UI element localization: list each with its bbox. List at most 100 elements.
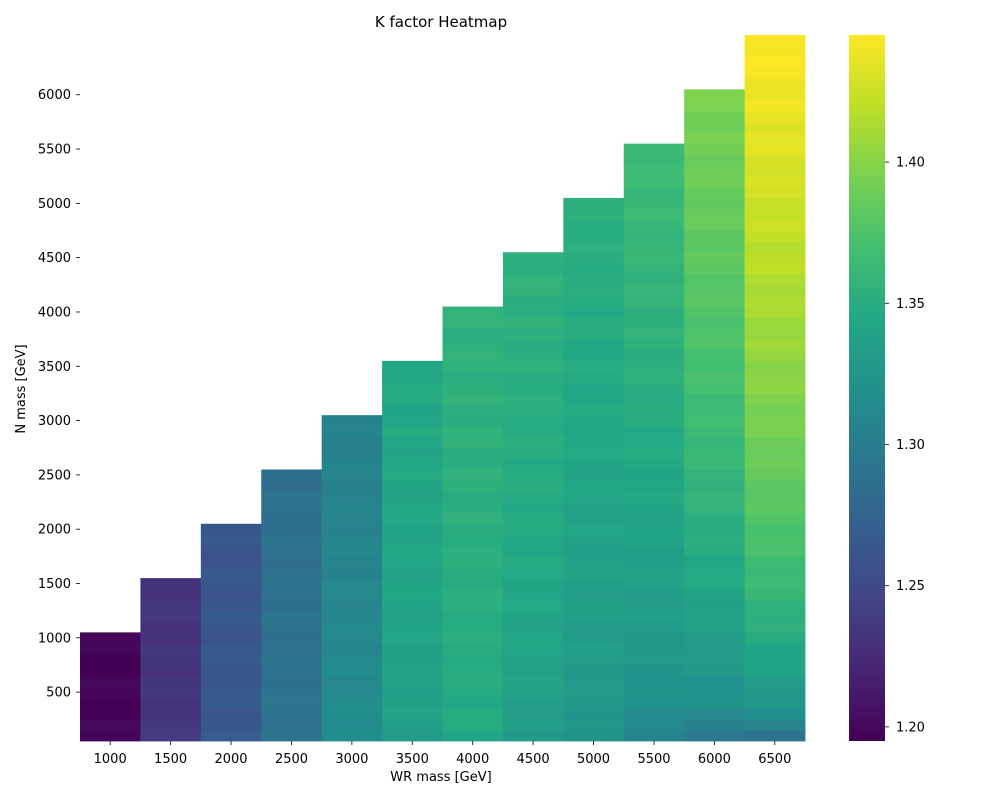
heatmap-cell <box>261 523 323 536</box>
heatmap-cell <box>442 621 504 633</box>
heatmap-cell <box>321 632 383 644</box>
heatmap-cell <box>684 273 745 286</box>
heatmap-cell <box>744 89 806 101</box>
heatmap-cell <box>744 491 806 503</box>
heatmap-cell <box>563 534 625 546</box>
heatmap-cell <box>261 730 323 742</box>
heatmap-cell <box>684 588 745 601</box>
heatmap-cell <box>200 708 262 720</box>
heatmap-cell <box>140 730 202 742</box>
heatmap-cell <box>382 588 443 601</box>
heatmap-cell <box>744 219 806 231</box>
heatmap-cell <box>442 675 504 688</box>
heatmap-cell <box>80 719 141 731</box>
heatmap-cell <box>442 632 504 644</box>
heatmap-cell <box>684 567 745 579</box>
x-tick-label: 5000 <box>577 752 610 767</box>
heatmap-cell <box>684 197 745 210</box>
heatmap-cell <box>261 502 323 514</box>
heatmap-cell <box>502 295 564 307</box>
heatmap-cell <box>200 719 262 731</box>
heatmap-cell <box>744 404 806 416</box>
x-axis: 1000 1500 2000 2500 3000 3500 4000 4500 5000 5500… <box>94 741 791 767</box>
heatmap-cell <box>261 567 323 579</box>
y-tick-label: 3000 <box>38 414 71 429</box>
heatmap-cell <box>502 252 564 264</box>
heatmap-cell <box>563 339 625 351</box>
heatmap-cell <box>623 632 685 644</box>
heatmap-cell <box>442 719 504 731</box>
heatmap-cell <box>502 415 564 427</box>
heatmap-cell <box>442 360 504 373</box>
x-tick-label: 5500 <box>637 752 670 767</box>
heatmap-cell <box>321 567 383 579</box>
y-tick-label: 4500 <box>38 251 71 266</box>
heatmap-cell <box>744 317 806 329</box>
heatmap-cell <box>563 328 625 340</box>
heatmap-cell <box>140 632 202 644</box>
heatmap-cell <box>684 469 745 481</box>
heatmap-cell <box>321 426 383 438</box>
heatmap-cell <box>200 643 262 655</box>
heatmap-cell <box>382 545 443 557</box>
heatmap-cell <box>261 491 323 503</box>
heatmap-cell <box>382 458 443 470</box>
heatmap-cell <box>502 371 564 383</box>
y-tick-label: 1000 <box>38 631 71 646</box>
heatmap-cell <box>321 556 383 568</box>
heatmap-cell <box>502 404 564 416</box>
heatmap-cell <box>684 719 745 731</box>
heatmap-cell <box>684 578 745 590</box>
heatmap-cell <box>140 621 202 633</box>
heatmap-cell <box>502 730 564 742</box>
heatmap-cell <box>502 643 564 655</box>
heatmap-cell <box>563 252 625 264</box>
heatmap-cell <box>563 371 625 383</box>
heatmap-cell <box>442 730 504 742</box>
heatmap-cell <box>684 393 745 405</box>
heatmap-cell <box>321 664 383 677</box>
heatmap-cell <box>623 349 685 362</box>
heatmap-cell <box>382 610 443 622</box>
heatmap-cell <box>563 436 625 449</box>
heatmap-cell <box>744 339 806 351</box>
heatmap-cell <box>200 654 262 666</box>
heatmap-cell <box>563 654 625 666</box>
heatmap-cell <box>744 208 806 221</box>
heatmap-cell <box>744 306 806 318</box>
heatmap-cell <box>442 588 504 601</box>
heatmap-cell <box>623 263 685 275</box>
y-tick-label: 2500 <box>38 468 71 483</box>
heatmap-cell <box>563 447 625 459</box>
heatmap-cell <box>261 556 323 568</box>
heatmap-cell <box>442 556 504 568</box>
heatmap-cell <box>623 219 685 231</box>
heatmap-cell <box>684 686 745 698</box>
heatmap-cell <box>684 230 745 242</box>
heatmap-cell <box>200 632 262 644</box>
heatmap-cell <box>563 632 625 644</box>
heatmap-cell <box>744 730 806 742</box>
heatmap-cell <box>321 523 383 536</box>
heatmap-cell <box>563 567 625 579</box>
heatmap-cell <box>442 491 504 503</box>
heatmap-cell <box>623 284 685 297</box>
heatmap-cell <box>200 534 262 546</box>
heatmap-cell <box>261 643 323 655</box>
heatmap-cell <box>623 447 685 459</box>
y-tick-label: 6000 <box>38 88 71 103</box>
heatmap-cell <box>382 697 443 709</box>
heatmap-cell <box>502 480 564 492</box>
heatmap-cell <box>442 382 504 394</box>
heatmap-cell <box>382 393 443 405</box>
heatmap-cell <box>200 697 262 709</box>
heatmap-cell <box>321 436 383 449</box>
heatmap-cell <box>321 447 383 459</box>
heatmap-cell <box>261 578 323 590</box>
heatmap-cell <box>744 621 806 633</box>
heatmap-cell <box>744 599 806 612</box>
heatmap-cell <box>140 697 202 709</box>
heatmap-cell <box>382 556 443 568</box>
heatmap-cell <box>623 404 685 416</box>
